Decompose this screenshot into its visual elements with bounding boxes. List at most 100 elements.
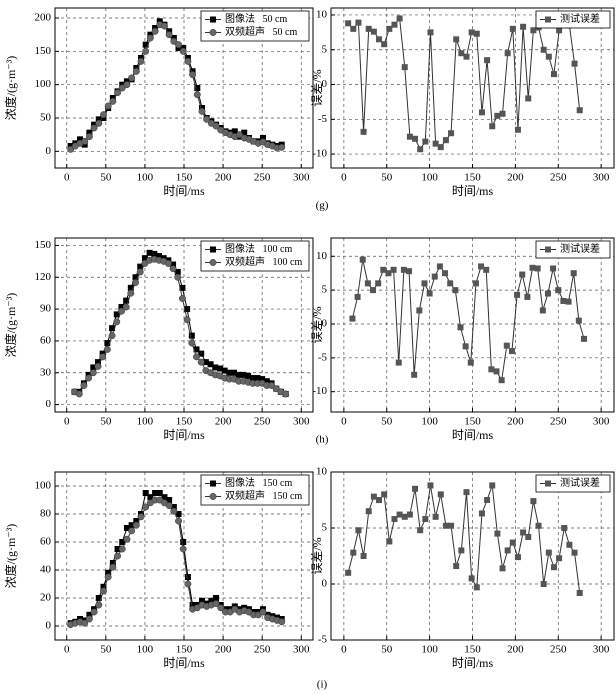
marker [453,563,460,570]
marker [406,511,413,518]
marker [137,513,145,521]
marker [193,346,200,353]
marker [345,569,352,576]
marker [436,263,443,270]
marker [560,297,567,304]
x-tick-label: 200 [215,416,232,428]
marker [114,552,121,560]
marker [545,246,551,253]
marker [580,335,587,342]
marker [365,25,372,32]
marker [489,123,496,130]
marker [104,102,112,110]
x-tick-label: 50 [381,172,393,184]
marker [463,53,470,60]
marker [259,135,266,141]
legend-box [535,240,611,259]
legend-label: 图像法 50 cm [225,12,287,25]
x-axis-label: 时间/ms [163,428,205,442]
marker [390,266,397,273]
marker [354,293,361,300]
marker [468,29,475,36]
marker [473,584,480,591]
marker [216,365,223,372]
marker [136,268,144,276]
legend-box [535,10,611,29]
marker [108,332,116,340]
x-tick-label: 200 [215,172,232,184]
marker [375,280,382,287]
legend-box [200,240,310,272]
x-tick-label: 50 [100,172,112,184]
marker [360,553,367,559]
legend-label: 双频超声 100 cm [225,255,302,268]
x-tick-label: 250 [550,172,567,184]
marker [212,122,220,130]
marker [128,527,136,535]
marker [254,375,261,382]
marker [498,377,505,384]
marker [81,619,89,627]
legend-box [200,474,310,506]
marker [146,34,154,42]
marker [127,284,134,291]
y-tick-label: 150 [35,239,52,251]
marker [570,270,577,277]
marker [184,57,192,65]
y-tick-label: 100 [35,480,52,492]
marker [576,107,583,114]
marker [453,36,460,43]
marker [530,498,537,505]
marker [494,112,501,119]
marker [170,261,177,268]
marker [263,378,270,385]
marker [99,353,107,361]
marker [114,89,121,97]
y-axis-label: 浓度/(g·m⁻³) [3,524,18,589]
marker [437,144,444,151]
x-axis-label: 时间/ms [163,184,205,198]
marker [147,494,154,501]
marker [555,287,562,294]
marker [508,348,515,355]
marker [114,546,121,552]
marker [180,539,187,545]
marker [109,97,117,105]
marker [272,385,280,393]
marker [427,482,434,489]
marker [166,497,173,503]
marker [345,20,352,27]
x-tick-label: 150 [464,644,481,656]
marker [509,539,516,546]
caption: (h) [316,434,329,446]
x-tick-label: 50 [381,416,393,428]
x-tick-label: 100 [137,416,154,428]
marker [113,318,121,326]
marker [119,539,126,545]
marker [385,270,392,277]
marker [184,580,192,588]
marker [193,353,200,361]
x-tick-label: 0 [341,644,347,656]
marker [452,287,459,294]
marker [525,533,532,540]
marker [188,339,196,347]
marker [525,95,532,102]
marker [89,369,97,377]
x-tick-label: 150 [464,416,481,428]
marker [550,564,557,571]
marker [169,265,177,273]
marker [210,16,216,23]
marker [406,268,413,275]
marker [442,137,449,144]
marker [179,47,187,55]
marker [209,493,217,500]
marker [109,563,117,571]
marker [396,511,403,518]
marker [178,295,186,302]
marker [161,494,168,501]
marker [376,36,383,43]
marker [478,109,485,116]
marker [539,307,546,314]
